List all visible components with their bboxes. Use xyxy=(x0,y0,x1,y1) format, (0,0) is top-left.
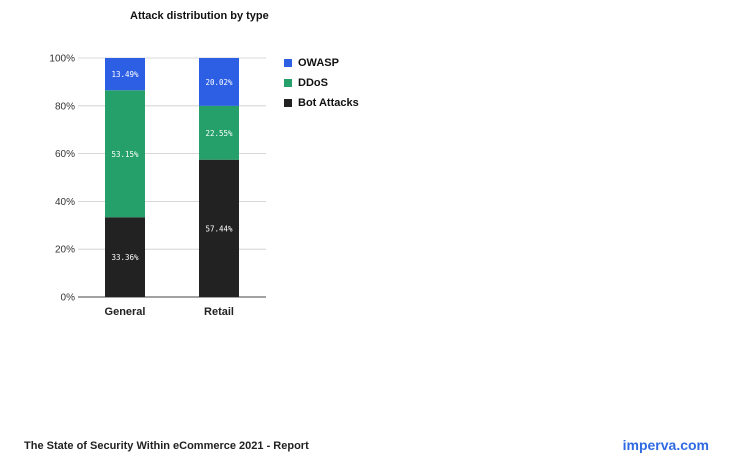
y-tick-label: 40% xyxy=(55,197,75,208)
bar-segment xyxy=(105,90,145,218)
x-category-label: Retail xyxy=(204,306,234,318)
data-label: 57.44% xyxy=(205,224,233,233)
y-tick-label: 60% xyxy=(55,149,75,160)
legend-label-owasp: OWASP xyxy=(298,57,339,69)
data-label: 22.55% xyxy=(205,129,233,138)
legend-item-ddos: DDoS xyxy=(284,73,359,93)
bar-segment xyxy=(105,217,145,297)
bar-segment xyxy=(199,105,239,160)
y-tick-label: 20% xyxy=(55,245,75,256)
legend-label-bot-attacks: Bot Attacks xyxy=(298,97,359,109)
chart-legend: OWASP DDoS Bot Attacks xyxy=(284,53,359,113)
legend-swatch-owasp xyxy=(284,59,292,67)
legend-item-owasp: OWASP xyxy=(284,53,359,73)
x-category-label: General xyxy=(105,306,146,318)
bar-segment xyxy=(199,159,239,297)
bar-segment xyxy=(105,58,145,91)
chart-title: Attack distribution by type xyxy=(130,10,269,22)
bar-segment xyxy=(199,57,239,106)
legend-label-ddos: DDoS xyxy=(298,77,328,89)
data-label: 13.49% xyxy=(111,70,139,79)
y-tick-label: 0% xyxy=(61,293,76,304)
data-label: 20.02% xyxy=(205,78,233,87)
legend-item-bot-attacks: Bot Attacks xyxy=(284,93,359,113)
y-tick-label: 100% xyxy=(49,54,75,65)
y-tick-label: 80% xyxy=(55,101,75,112)
legend-swatch-bot-attacks xyxy=(284,99,292,107)
data-label: 33.36% xyxy=(111,253,139,262)
report-title: The State of Security Within eCommerce 2… xyxy=(24,440,309,452)
legend-swatch-ddos xyxy=(284,79,292,87)
data-label: 53.15% xyxy=(111,150,139,159)
brand-link[interactable]: imperva.com xyxy=(622,437,709,453)
